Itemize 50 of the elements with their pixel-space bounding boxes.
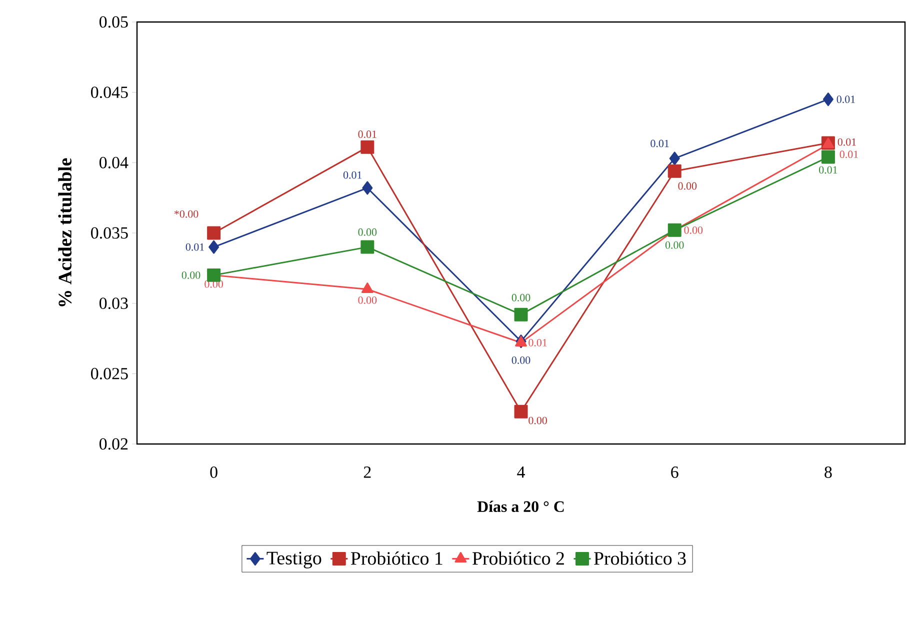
y-tick-label: 0.05 bbox=[99, 16, 128, 28]
annotation: 0.00 bbox=[358, 296, 377, 304]
annotation: 0.00 bbox=[512, 356, 530, 364]
annotation: 0.01 bbox=[358, 130, 376, 138]
y-tick-label: 0.035 bbox=[91, 227, 128, 239]
annotation: 0.01 bbox=[186, 243, 204, 251]
annotation: 0.01 bbox=[840, 150, 858, 158]
legend-label: Testigo bbox=[266, 552, 322, 568]
annotation: 0.01 bbox=[528, 338, 547, 346]
annotation: 0.00 bbox=[678, 182, 697, 190]
x-tick-label: 2 bbox=[364, 466, 371, 478]
point bbox=[821, 150, 835, 164]
y-tick-label: 0.02 bbox=[99, 438, 128, 450]
point bbox=[361, 282, 374, 293]
y-tick-label: 0.045 bbox=[91, 86, 128, 98]
annotation: 0.01 bbox=[650, 140, 669, 148]
annotation: 0.00 bbox=[512, 294, 530, 302]
annotation: 0.00 bbox=[528, 416, 547, 424]
annotation: 0.01 bbox=[836, 96, 855, 104]
legend-label: Probiótico 2 bbox=[472, 551, 564, 565]
point bbox=[514, 308, 528, 322]
point bbox=[207, 226, 221, 240]
annotation: 0.00 bbox=[665, 241, 684, 249]
point bbox=[514, 404, 528, 418]
x-tick-label: 6 bbox=[671, 466, 678, 478]
y-tick-label: 0.025 bbox=[91, 368, 128, 380]
point bbox=[208, 240, 220, 254]
annotation: 0.00 bbox=[358, 228, 377, 236]
x-tick-label: 0 bbox=[210, 466, 218, 478]
x-tick-label: 8 bbox=[824, 466, 832, 478]
annotation: 0.01 bbox=[838, 138, 856, 146]
legend-label: Probiótico 1 bbox=[350, 551, 442, 565]
y-axis-title: % Acidez titulable bbox=[58, 158, 72, 306]
legend-label: Probiótico 3 bbox=[594, 551, 686, 565]
point bbox=[362, 181, 373, 195]
x-tick-label: 4 bbox=[517, 466, 525, 478]
y-tick-label: 0.04 bbox=[99, 156, 128, 168]
annotation: 0.01 bbox=[343, 171, 362, 179]
point bbox=[668, 223, 682, 237]
y-tick-label: 0.03 bbox=[99, 298, 128, 310]
annotation: 0.00 bbox=[182, 271, 200, 279]
x-axis-title: Días a 20 ° C bbox=[477, 500, 564, 512]
point bbox=[360, 140, 374, 154]
point bbox=[668, 164, 682, 178]
annotation: 0.01 bbox=[819, 166, 838, 174]
point bbox=[360, 240, 374, 254]
point bbox=[822, 92, 834, 106]
point bbox=[669, 152, 680, 166]
annotation: *0.00 bbox=[174, 210, 198, 218]
annotation: 0.00 bbox=[684, 226, 703, 234]
